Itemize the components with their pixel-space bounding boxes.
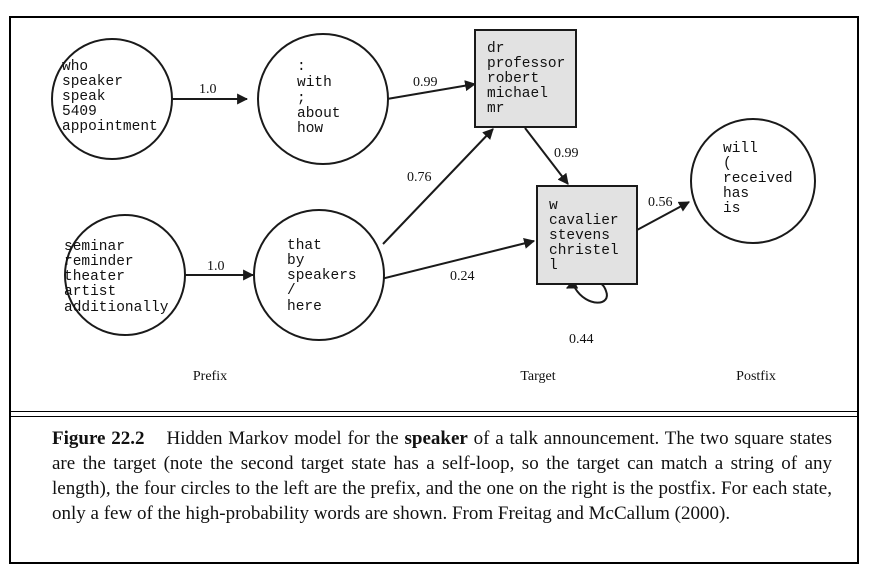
edge-t1-t2: 0.99 bbox=[524, 127, 579, 185]
figure-frame bbox=[9, 16, 859, 564]
edge-bl-tr: 1.0 bbox=[184, 259, 255, 281]
section-label-target: Target bbox=[520, 369, 555, 384]
state-target-2: w cavalier stevens christel l bbox=[536, 185, 638, 285]
edge-br-t2: 0.24 bbox=[380, 238, 536, 284]
edge-tr-t1: 0.99 bbox=[386, 75, 477, 100]
state-prefix-top-right: : with ; about how bbox=[257, 33, 389, 165]
section-label-postfix: Postfix bbox=[736, 369, 776, 384]
caption-divider-top bbox=[9, 411, 859, 412]
edge-tl-tr: 1.0 bbox=[172, 82, 249, 105]
state-target-1: dr professor robert michael mr bbox=[474, 29, 577, 128]
state-postfix: will ( received has is bbox=[690, 118, 816, 244]
edge-label-tr-t1: 0.99 bbox=[413, 75, 438, 90]
figure-caption: Figure 22.2 Hidden Markov model for the s… bbox=[52, 426, 832, 526]
hmm-diagram: 1.0 1.0 0.99 0.76 0.24 0.99 0.44 0.56 wh… bbox=[51, 29, 816, 384]
state-prefix-bottom-right: that by speakers / here bbox=[253, 209, 385, 341]
state-words: seminar reminder theater artist addition… bbox=[64, 239, 169, 316]
state-words: w cavalier stevens christel l bbox=[549, 198, 627, 274]
edge-br-t1: 0.76 bbox=[382, 128, 494, 245]
edge-label-t2-self: 0.44 bbox=[569, 332, 594, 347]
state-words: that by speakers / here bbox=[287, 238, 365, 315]
state-words: dr professor robert michael mr bbox=[487, 41, 574, 117]
state-prefix-top-left: who speaker speak 5409 appointment bbox=[51, 38, 173, 160]
state-words: : with ; about how bbox=[297, 59, 349, 137]
edge-label-t1-t2: 0.99 bbox=[554, 146, 579, 161]
caption-text-before: Hidden Markov model for the bbox=[166, 428, 405, 449]
caption-label: Figure 22.2 bbox=[52, 428, 145, 449]
edge-label-br-t2: 0.24 bbox=[450, 269, 475, 284]
caption-divider-bottom bbox=[9, 416, 859, 417]
state-prefix-bottom-left: seminar reminder theater artist addition… bbox=[64, 214, 186, 336]
caption-text-after: of a talk announcement. The two square s… bbox=[52, 428, 832, 524]
state-words: will ( received has is bbox=[723, 141, 801, 217]
edge-label-tl-tr: 1.0 bbox=[199, 82, 217, 97]
edge-t2-self: 0.44 bbox=[566, 278, 608, 347]
edge-t2-post: 0.56 bbox=[636, 195, 690, 231]
edge-label-bl-br: 1.0 bbox=[207, 259, 225, 274]
edge-label-br-t1: 0.76 bbox=[407, 170, 432, 185]
edge-label-t2-post: 0.56 bbox=[648, 195, 673, 210]
section-label-prefix: Prefix bbox=[193, 369, 227, 384]
caption-emphasis: speaker bbox=[404, 428, 468, 449]
state-words: who speaker speak 5409 appointment bbox=[62, 59, 158, 135]
